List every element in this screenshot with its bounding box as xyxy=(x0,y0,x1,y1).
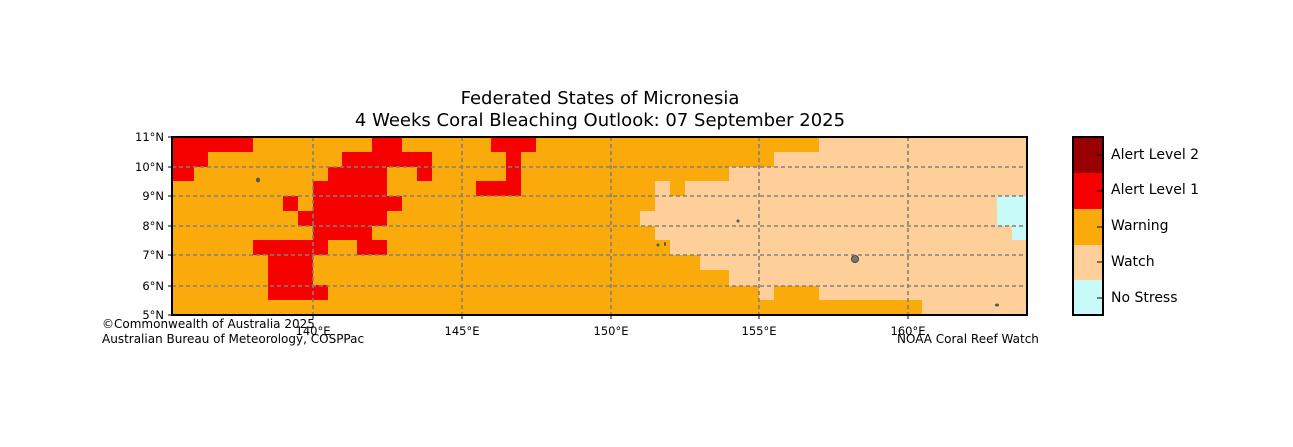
copyright-credit: ©Commonwealth of Australia 2025 xyxy=(102,317,315,331)
lat-axis xyxy=(168,136,172,316)
island xyxy=(995,303,999,307)
lon-tick-label: 140°E xyxy=(296,324,331,338)
legend-frame xyxy=(1072,136,1104,316)
noaa-credit: NOAA Coral Reef Watch xyxy=(897,332,1039,346)
lat-tick-labels: 11°N 10°N 9°N 8°N 7°N 6°N 5°N xyxy=(135,130,164,322)
lat-tick-label: 6°N xyxy=(142,279,164,293)
map-title: Federated States of Micronesia xyxy=(460,88,740,109)
lon-axis xyxy=(312,315,909,319)
alert-region-northwest xyxy=(172,137,253,181)
island xyxy=(736,219,740,223)
alert-region-north-central xyxy=(476,137,536,196)
legend-label-warning: Warning xyxy=(1111,218,1169,234)
islands xyxy=(256,177,999,307)
legend-label-watch: Watch xyxy=(1111,254,1155,270)
gridlines xyxy=(172,137,1027,315)
island xyxy=(656,243,660,247)
lat-tick-label: 10°N xyxy=(135,160,164,174)
island xyxy=(664,242,666,246)
legend-label-alert-level-2: Alert Level 2 xyxy=(1111,147,1200,163)
agency-credit: Australian Bureau of Meteorology, COSPPa… xyxy=(102,332,365,346)
lat-tick-label: 9°N xyxy=(142,189,164,203)
lat-tick-label: 8°N xyxy=(142,219,164,233)
lat-tick-label: 11°N xyxy=(135,130,164,144)
alert-region-small-west xyxy=(283,196,298,211)
lon-tick-label: 145°E xyxy=(445,324,480,338)
legend-label-no-stress: No Stress xyxy=(1111,290,1178,306)
no-stress-regions xyxy=(997,196,1027,240)
lon-tick-labels: 140°E 145°E 150°E 155°E 160°E xyxy=(296,324,926,338)
lon-tick-label: 155°E xyxy=(742,324,777,338)
lon-tick-label: 160°E xyxy=(891,324,926,338)
lon-tick-label: 150°E xyxy=(594,324,629,338)
no-stress-region xyxy=(997,196,1027,240)
island xyxy=(256,177,260,183)
legend-colorbar xyxy=(1072,136,1104,316)
island xyxy=(851,255,859,263)
lat-tick-label: 5°N xyxy=(142,308,164,322)
lat-tick-label: 7°N xyxy=(142,248,164,262)
legend-label-alert-level-1: Alert Level 1 xyxy=(1111,182,1200,198)
map-subtitle: 4 Weeks Coral Bleaching Outlook: 07 Sept… xyxy=(354,110,846,131)
